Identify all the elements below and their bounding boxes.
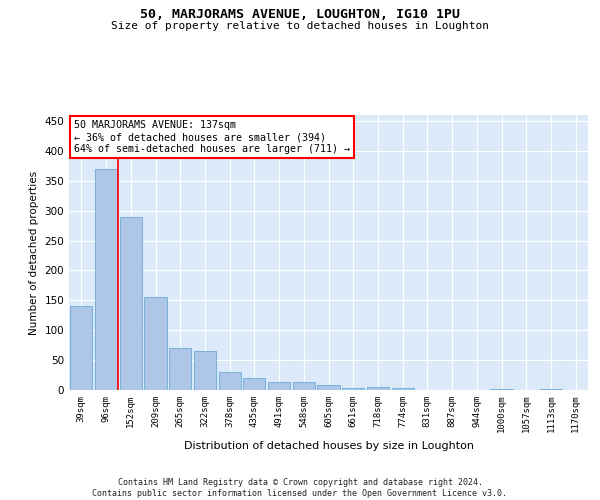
Bar — [243, 378, 265, 390]
Bar — [70, 306, 92, 390]
Text: Size of property relative to detached houses in Loughton: Size of property relative to detached ho… — [111, 21, 489, 31]
Bar — [169, 348, 191, 390]
Bar — [218, 372, 241, 390]
Bar — [540, 389, 562, 390]
Bar — [342, 388, 364, 390]
Bar — [317, 385, 340, 390]
Bar — [119, 216, 142, 390]
Text: 50, MARJORAMS AVENUE, LOUGHTON, IG10 1PU: 50, MARJORAMS AVENUE, LOUGHTON, IG10 1PU — [140, 8, 460, 20]
Bar — [392, 388, 414, 390]
Bar — [268, 382, 290, 390]
Bar — [367, 387, 389, 390]
Y-axis label: Number of detached properties: Number of detached properties — [29, 170, 39, 334]
X-axis label: Distribution of detached houses by size in Loughton: Distribution of detached houses by size … — [184, 441, 473, 451]
Bar — [194, 351, 216, 390]
Bar — [145, 298, 167, 390]
Bar — [95, 169, 117, 390]
Bar — [293, 382, 315, 390]
Text: 50 MARJORAMS AVENUE: 137sqm
← 36% of detached houses are smaller (394)
64% of se: 50 MARJORAMS AVENUE: 137sqm ← 36% of det… — [74, 120, 350, 154]
Bar — [490, 389, 512, 390]
Text: Contains HM Land Registry data © Crown copyright and database right 2024.
Contai: Contains HM Land Registry data © Crown c… — [92, 478, 508, 498]
